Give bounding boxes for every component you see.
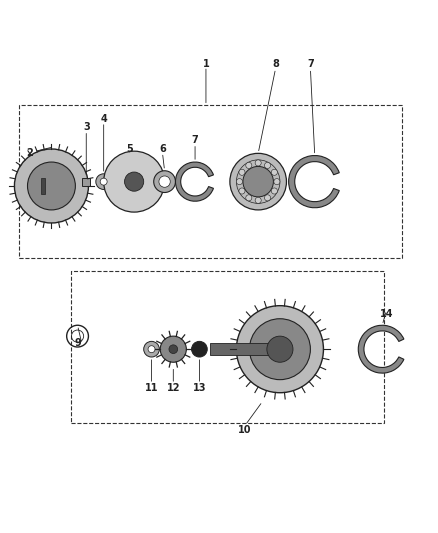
Wedge shape (176, 162, 213, 201)
Circle shape (28, 162, 75, 210)
Circle shape (274, 179, 280, 184)
Bar (41, 178, 45, 194)
Text: 6: 6 (159, 144, 166, 154)
Bar (71, 271, 385, 423)
Text: 12: 12 (166, 383, 180, 393)
Text: 2: 2 (26, 148, 33, 158)
Text: 10: 10 (238, 425, 252, 435)
Circle shape (14, 149, 88, 223)
Circle shape (159, 176, 170, 187)
Circle shape (250, 319, 311, 379)
Circle shape (96, 174, 112, 189)
Circle shape (239, 188, 245, 194)
Circle shape (246, 195, 252, 201)
Text: 1: 1 (202, 59, 209, 69)
Circle shape (255, 160, 261, 166)
Circle shape (148, 346, 155, 353)
Text: 13: 13 (193, 383, 206, 393)
Circle shape (237, 179, 243, 184)
Circle shape (230, 154, 286, 210)
Circle shape (265, 195, 271, 201)
Text: 7: 7 (307, 59, 314, 69)
Bar (82, 177, 90, 185)
Circle shape (169, 345, 178, 353)
Wedge shape (289, 156, 339, 208)
Text: 3: 3 (83, 122, 90, 132)
Circle shape (239, 169, 245, 175)
Circle shape (237, 305, 323, 393)
Text: 5: 5 (127, 144, 133, 154)
Text: 11: 11 (145, 383, 158, 393)
Circle shape (255, 197, 261, 204)
Circle shape (271, 188, 277, 194)
Circle shape (160, 336, 186, 362)
Circle shape (100, 178, 107, 185)
Bar (19, 106, 402, 258)
Wedge shape (358, 325, 404, 373)
Circle shape (271, 169, 277, 175)
Text: 4: 4 (100, 114, 107, 124)
Text: 7: 7 (192, 135, 198, 146)
Circle shape (265, 163, 271, 168)
Circle shape (144, 341, 159, 357)
Circle shape (104, 151, 165, 212)
Circle shape (267, 336, 293, 362)
Circle shape (124, 172, 144, 191)
Circle shape (246, 163, 252, 168)
Circle shape (243, 166, 273, 197)
Bar (210, 343, 280, 356)
Circle shape (191, 341, 207, 357)
Text: 8: 8 (272, 59, 279, 69)
Circle shape (154, 171, 176, 192)
Text: 14: 14 (380, 309, 393, 319)
Text: 9: 9 (74, 338, 81, 348)
